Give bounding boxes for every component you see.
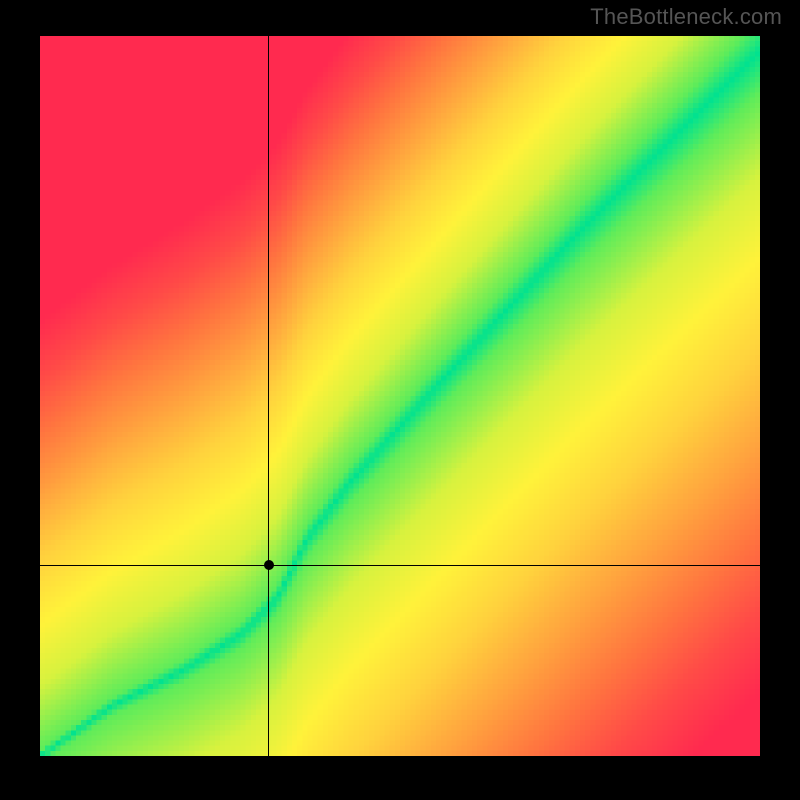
chart-container: TheBottleneck.com — [0, 0, 800, 800]
plot-area — [40, 36, 760, 756]
heatmap-canvas — [40, 36, 760, 756]
watermark: TheBottleneck.com — [590, 4, 782, 30]
